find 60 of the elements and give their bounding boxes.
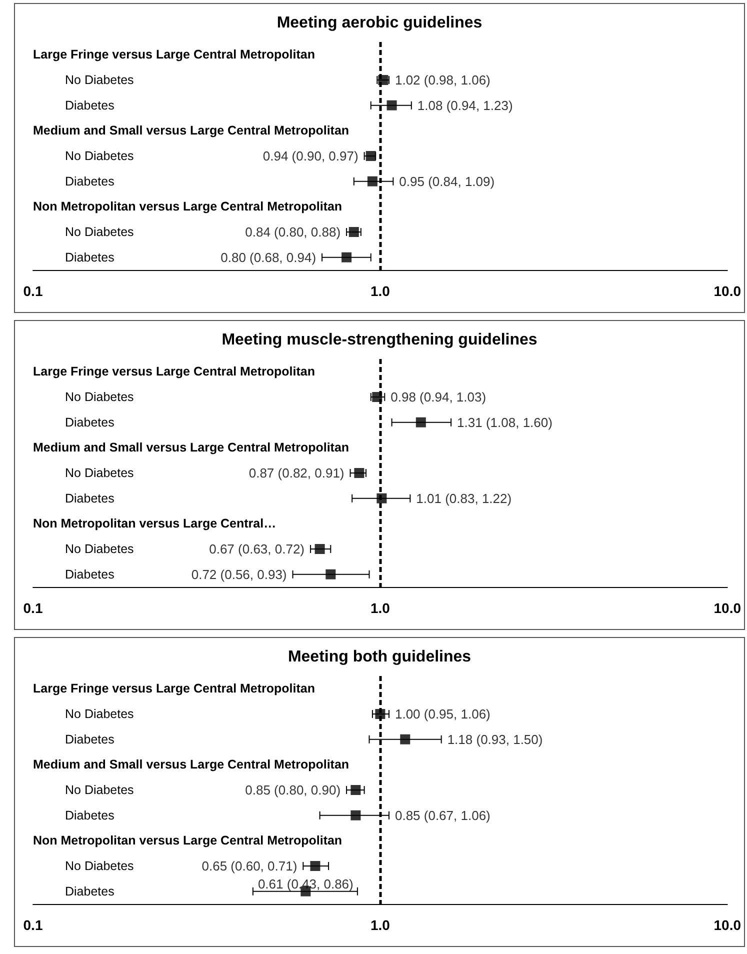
data-label: 1.08 (0.94, 1.23) bbox=[417, 98, 513, 113]
y-tick-label: Medium and Small versus Large Central Metropolitan bbox=[33, 440, 350, 455]
y-tick-label: No Diabetes bbox=[65, 542, 134, 556]
y-tick-label: No Diabetes bbox=[65, 859, 134, 873]
x-tick-label: 10.0 bbox=[714, 917, 742, 933]
chart-title: Meeting both guidelines bbox=[288, 648, 472, 666]
data-label: 0.85 (0.67, 1.06) bbox=[394, 808, 490, 823]
y-tick-label: Large Fringe versus Large Central Metropolitan bbox=[33, 364, 316, 379]
x-tick-label: 0.1 bbox=[23, 600, 43, 616]
y-tick-label: Diabetes bbox=[65, 250, 114, 264]
data-label: 0.84 (0.80, 0.88) bbox=[245, 224, 341, 240]
y-tick-label: Diabetes bbox=[65, 567, 114, 582]
y-tick-label: Diabetes bbox=[65, 98, 114, 112]
data-label: 1.02 (0.98, 1.06) bbox=[394, 72, 490, 88]
point bbox=[367, 176, 378, 186]
y-tick-label: Diabetes bbox=[65, 732, 114, 746]
y-tick-label: No Diabetes bbox=[65, 149, 134, 163]
data-label: 1.00 (0.95, 1.06) bbox=[394, 706, 490, 722]
data-label: 0.87 (0.82, 0.91) bbox=[248, 466, 344, 480]
data-label: 1.01 (0.83, 1.22) bbox=[416, 490, 512, 506]
point bbox=[386, 100, 397, 110]
y-tick-label: No Diabetes bbox=[65, 390, 134, 404]
y-tick-label: Large Fringe versus Large Central Metropolitan bbox=[33, 48, 316, 62]
data-label: 0.85 (0.80, 0.90) bbox=[245, 782, 341, 798]
y-tick-label: Diabetes bbox=[65, 884, 114, 898]
y-tick-label: No Diabetes bbox=[65, 466, 134, 480]
data-label: 0.94 (0.90, 0.97) bbox=[262, 148, 358, 164]
y-tick-label: Medium and Small versus Large Central Metropolitan bbox=[33, 758, 350, 772]
x-tick-label: 1.0 bbox=[370, 917, 390, 933]
data-label: 1.18 (0.93, 1.50) bbox=[447, 732, 543, 747]
x-tick-label: 10.0 bbox=[714, 283, 742, 299]
x-tick-label: 1.0 bbox=[370, 283, 390, 299]
y-tick-label: Diabetes bbox=[65, 491, 114, 506]
data-label: 1.31 (1.08, 1.60) bbox=[457, 414, 552, 430]
point bbox=[348, 227, 359, 237]
chart-title: Meeting aerobic guidelines bbox=[276, 14, 482, 32]
y-tick-label: Non Metropolitan versus Large Central Metropolitan bbox=[33, 200, 342, 214]
point bbox=[342, 252, 352, 262]
data-label: 0.80 (0.68, 0.94) bbox=[220, 250, 316, 265]
y-tick-label: Diabetes bbox=[65, 174, 114, 188]
data-label: 0.65 (0.60, 0.71) bbox=[202, 858, 298, 874]
y-tick-label: Large Fringe versus Large Central Metropolitan bbox=[33, 682, 316, 696]
x-tick-label: 0.1 bbox=[23, 917, 43, 933]
data-label: 0.95 (0.84, 1.09) bbox=[399, 174, 495, 189]
data-label: 0.72 (0.56, 0.93) bbox=[191, 566, 287, 582]
chart-title: Meeting muscle-strengthening guidelines bbox=[222, 332, 538, 348]
y-tick-label: Diabetes bbox=[65, 415, 114, 430]
x-tick-label: 0.1 bbox=[23, 283, 43, 299]
y-tick-label: Non Metropolitan versus Large Central… bbox=[33, 516, 276, 531]
y-tick-label: No Diabetes bbox=[65, 73, 134, 87]
y-tick-label: Diabetes bbox=[65, 808, 114, 822]
y-tick-label: No Diabetes bbox=[65, 225, 134, 239]
y-tick-label: No Diabetes bbox=[65, 707, 134, 721]
x-tick-label: 10.0 bbox=[714, 600, 742, 616]
y-tick-label: Non Metropolitan versus Large Central Metropolitan bbox=[33, 834, 342, 848]
y-tick-label: Medium and Small versus Large Central Metropolitan bbox=[33, 124, 350, 138]
x-tick-label: 1.0 bbox=[370, 600, 390, 616]
y-tick-label: No Diabetes bbox=[65, 783, 134, 797]
data-label: 0.98 (0.94, 1.03) bbox=[390, 390, 486, 404]
data-label: 0.67 (0.63, 0.72) bbox=[209, 542, 305, 556]
